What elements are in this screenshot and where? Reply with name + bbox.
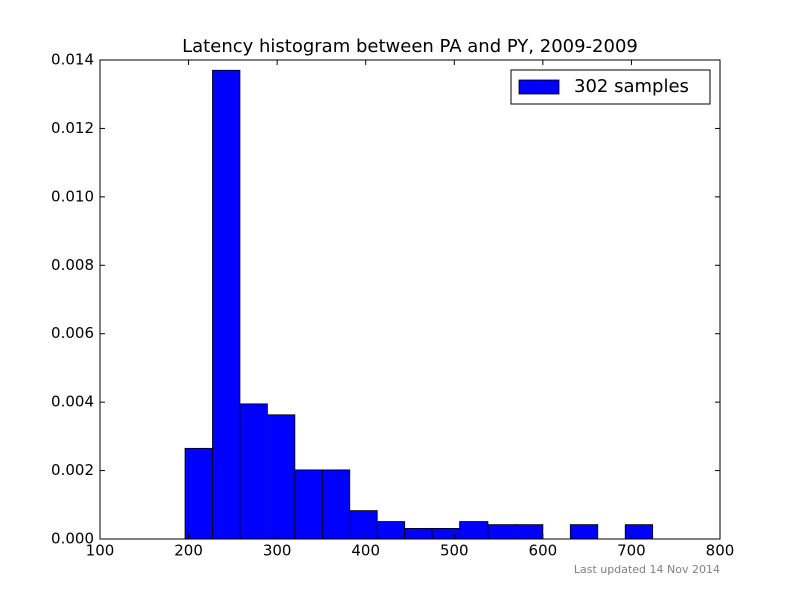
bar [624,524,654,540]
bar [487,524,516,540]
y-tick-label: 0.014 [51,51,94,69]
x-tick-label: 500 [440,542,469,560]
y-tick-label: 0.002 [51,461,94,479]
x-tick-label: 700 [617,542,646,560]
x-tick-label: 300 [263,542,292,560]
bar [569,524,599,540]
y-tick-label: 0.012 [51,119,94,137]
x-tick-label: 100 [86,542,115,560]
plot-frame [99,59,721,540]
y-tick-label: 0.008 [51,256,94,274]
y-tick-label: 0.010 [51,187,94,205]
y-tick-label: 0.000 [51,530,94,548]
bar [212,69,241,540]
bar [459,521,489,540]
bar [239,403,268,540]
legend-label: 302 samples [574,76,689,97]
x-tick-label: 400 [351,542,380,560]
footnote: Last updated 14 Nov 2014 [574,563,720,576]
bar [349,510,378,540]
bar [515,524,544,540]
x-tick-label: 600 [529,542,558,560]
bar [184,447,213,540]
x-tick-label: 800 [706,542,735,560]
bar [431,527,460,540]
y-tick-label: 0.006 [51,324,94,342]
bar [376,521,406,540]
bar [404,527,433,540]
bar [294,469,323,540]
bar [321,469,351,540]
bar [266,414,296,540]
y-tick-label: 0.004 [51,393,94,411]
chart-title: Latency histogram between PA and PY, 200… [182,36,638,57]
legend-swatch [518,79,560,95]
x-tick-label: 200 [174,542,203,560]
